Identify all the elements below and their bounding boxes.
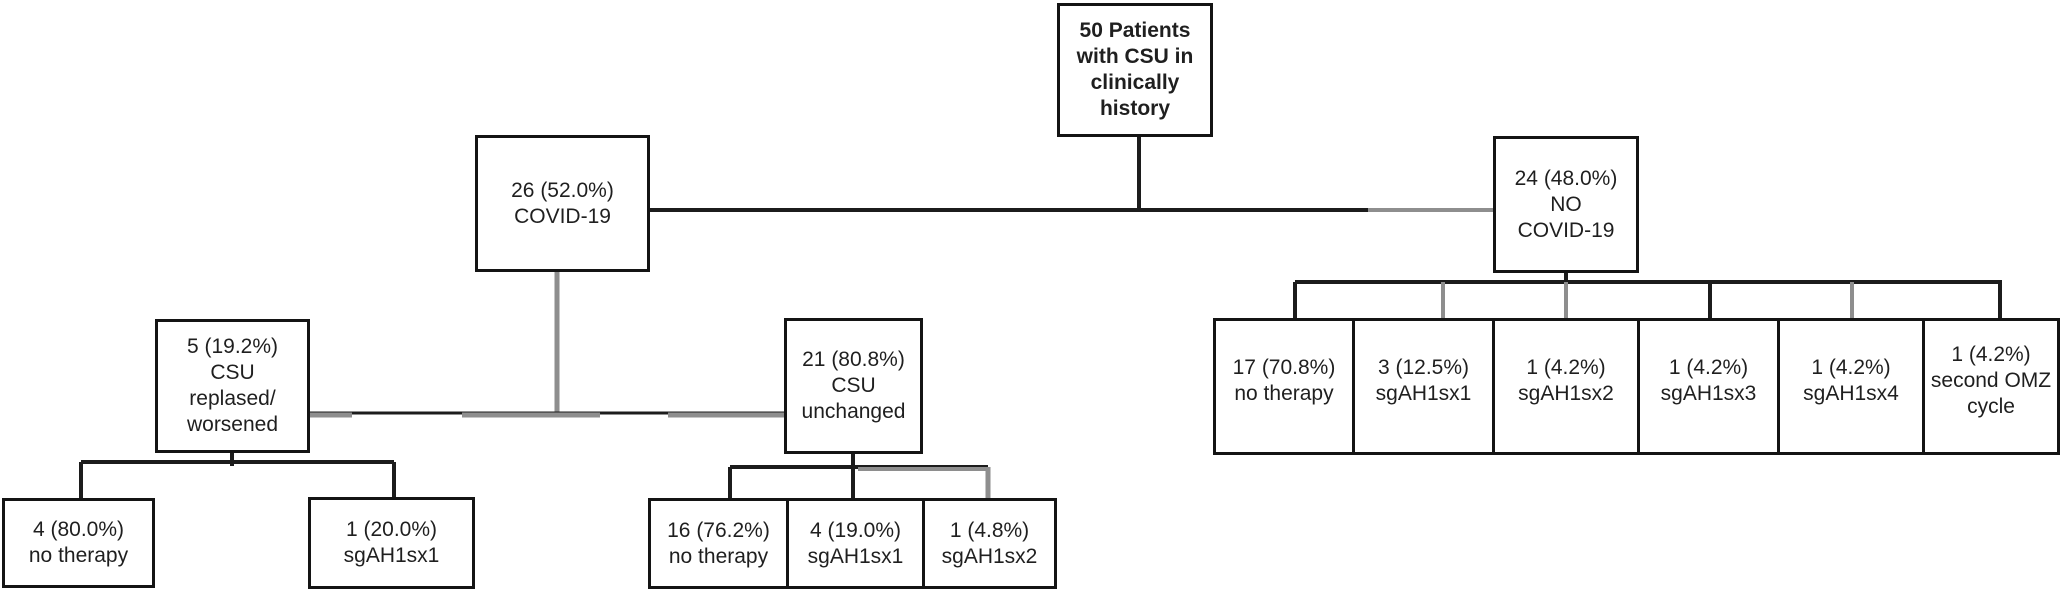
node-no-covid19: 24 (48.0%) NO COVID-19 xyxy=(1493,136,1639,273)
node-covid19: 26 (52.0%) COVID-19 xyxy=(475,135,650,272)
node-csu-relapsed-worsened: 5 (19.2%) CSU replased/ worsened xyxy=(155,319,310,453)
node-nocovid-sgah1sx1: 3 (12.5%) sgAH1sx1 xyxy=(1352,318,1495,455)
node-relapsed-sgah1sx1: 1 (20.0%) sgAH1sx1 xyxy=(308,497,475,589)
node-nocovid-second-omz-cycle: 1 (4.2%) second OMZ cycle xyxy=(1922,318,2060,455)
node-csu-unchanged: 21 (80.8%) CSU unchanged xyxy=(784,318,923,454)
node-nocovid-sgah1sx4: 1 (4.2%) sgAH1sx4 xyxy=(1777,318,1925,455)
node-total-patients: 50 Patients with CSU in clinically histo… xyxy=(1057,3,1213,137)
node-nocovid-sgah1sx3: 1 (4.2%) sgAH1sx3 xyxy=(1637,318,1780,455)
node-unchanged-no-therapy: 16 (76.2%) no therapy xyxy=(648,498,789,589)
node-relapsed-no-therapy: 4 (80.0%) no therapy xyxy=(2,498,155,588)
node-unchanged-sgah1sx1: 4 (19.0%) sgAH1sx1 xyxy=(786,498,925,589)
node-unchanged-sgah1sx2: 1 (4.8%) sgAH1sx2 xyxy=(922,498,1057,589)
node-nocovid-sgah1sx2: 1 (4.2%) sgAH1sx2 xyxy=(1492,318,1640,455)
node-nocovid-no-therapy: 17 (70.8%) no therapy xyxy=(1213,318,1355,455)
